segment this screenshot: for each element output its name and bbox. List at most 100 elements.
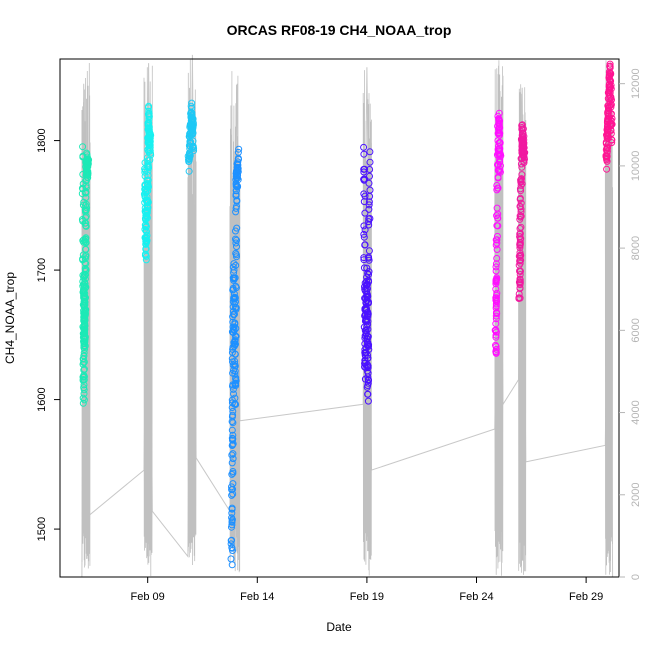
data-point xyxy=(190,147,198,155)
y2-tick-label: 10000 xyxy=(630,151,642,182)
data-point xyxy=(146,141,154,149)
data-point xyxy=(607,101,615,109)
data-point xyxy=(81,280,89,288)
data-point xyxy=(365,179,373,187)
x-tick-label: Feb 24 xyxy=(459,591,493,603)
data-point xyxy=(81,342,89,350)
data-point xyxy=(229,450,237,458)
data-point xyxy=(82,208,89,216)
data-point xyxy=(231,350,239,358)
data-point xyxy=(189,121,197,129)
data-point xyxy=(607,110,615,118)
data-point xyxy=(229,455,237,463)
data-point xyxy=(232,332,240,340)
data-point xyxy=(234,176,242,184)
data-point xyxy=(79,143,87,151)
data-point xyxy=(144,161,152,169)
data-point xyxy=(185,167,193,175)
data-point xyxy=(607,121,615,129)
data-point xyxy=(519,139,527,146)
data-point xyxy=(82,219,90,227)
x-tick-label: Feb 14 xyxy=(240,591,274,603)
y-tick-label: 1600 xyxy=(36,387,48,411)
data-point xyxy=(145,130,153,138)
data-point xyxy=(492,267,500,275)
y-axis: 1500 1600 1700 1800 xyxy=(36,128,60,541)
data-point xyxy=(516,281,524,289)
data-point xyxy=(81,259,89,267)
data-point xyxy=(603,165,611,173)
data-point xyxy=(189,126,197,134)
y-tick-label: 1500 xyxy=(36,517,48,541)
data-point xyxy=(494,222,502,230)
data-point xyxy=(186,152,194,160)
data-point xyxy=(364,340,371,348)
data-point xyxy=(604,141,612,149)
data-point xyxy=(234,168,242,176)
data-point xyxy=(80,371,88,379)
data-point xyxy=(79,394,87,402)
data-point xyxy=(495,109,503,117)
data-point xyxy=(366,148,374,156)
data-point xyxy=(492,333,500,341)
data-point xyxy=(81,275,89,283)
data-point xyxy=(364,321,372,329)
data-point xyxy=(144,198,152,206)
data-point xyxy=(78,190,86,198)
data-point xyxy=(143,232,151,239)
data-point xyxy=(364,397,372,405)
data-point xyxy=(517,181,525,189)
data-point xyxy=(518,171,526,179)
data-point xyxy=(234,165,242,172)
data-point xyxy=(365,254,373,262)
data-point xyxy=(492,320,500,328)
data-point xyxy=(517,252,525,260)
data-point xyxy=(364,310,372,317)
data-point xyxy=(492,345,500,353)
data-point xyxy=(80,373,88,381)
data-point xyxy=(363,383,371,391)
y-axis-label: CH4_NOAA_trop xyxy=(3,272,17,364)
data-point xyxy=(608,120,616,128)
data-point xyxy=(232,192,240,200)
data-point xyxy=(360,190,368,198)
x-axis-label: Date xyxy=(326,620,352,634)
series-3 xyxy=(227,145,243,569)
data-point xyxy=(227,537,235,545)
data-point xyxy=(186,153,194,161)
data-point xyxy=(146,134,154,142)
data-point xyxy=(84,174,92,182)
data-point xyxy=(364,354,372,362)
data-point xyxy=(228,451,236,459)
altitude-profile-3 xyxy=(229,71,241,573)
data-point xyxy=(603,144,611,152)
data-point xyxy=(365,201,373,209)
y2-tick-label: 4000 xyxy=(630,400,642,424)
data-point xyxy=(365,268,373,276)
data-point xyxy=(228,459,236,467)
data-point xyxy=(492,349,500,357)
x-tick-label: Feb 29 xyxy=(569,591,603,603)
data-point xyxy=(492,312,500,320)
data-point xyxy=(144,204,152,212)
x-axis: Feb 09 Feb 14 Feb 19 Feb 24 Feb 29 xyxy=(131,577,603,603)
series-4 xyxy=(360,143,374,405)
data-point xyxy=(231,320,239,328)
data-point xyxy=(189,129,197,137)
data-point xyxy=(606,89,614,97)
data-point xyxy=(231,367,239,375)
data-point xyxy=(232,374,240,382)
data-point xyxy=(364,269,372,277)
data-point xyxy=(84,171,92,179)
data-point xyxy=(231,370,239,378)
data-point xyxy=(492,343,500,350)
data-point xyxy=(233,236,240,244)
data-point xyxy=(493,204,501,212)
data-point xyxy=(82,294,89,302)
data-point xyxy=(366,158,374,166)
data-point xyxy=(520,139,528,147)
data-point xyxy=(515,290,523,298)
x-tick-label: Feb 19 xyxy=(350,591,384,603)
data-point xyxy=(364,390,372,398)
data-point xyxy=(606,77,614,85)
